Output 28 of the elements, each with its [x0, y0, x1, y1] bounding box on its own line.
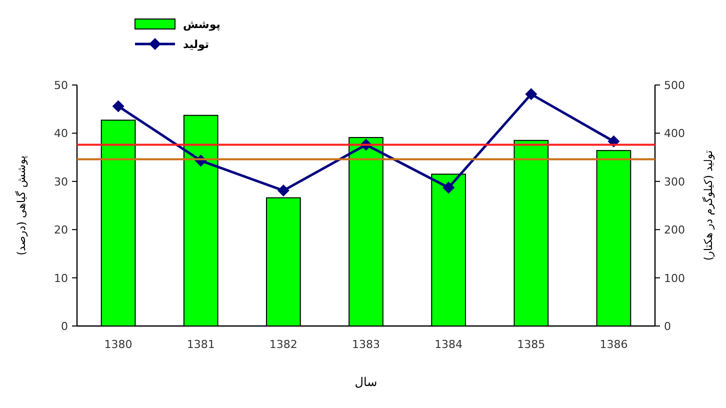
x-tick-label: 1380: [104, 338, 132, 351]
point: [442, 182, 455, 194]
y-tick-label: 50: [54, 79, 68, 92]
legend-label: تولید: [183, 38, 210, 51]
x-axis-title: سال: [354, 375, 378, 389]
y-tick-label: 10: [54, 272, 68, 285]
y2-tick-label: 0: [664, 320, 671, 333]
x-tick-label: 1383: [352, 338, 380, 351]
legend-label: پوشش: [183, 18, 220, 31]
y2-tick-label: 100: [664, 272, 685, 285]
point: [112, 100, 124, 112]
x-tick-label: 1386: [600, 338, 628, 351]
y-tick-label: 0: [61, 320, 68, 333]
x-tick-label: 1384: [434, 338, 463, 351]
y-axis-title: پوشش گیاهی (درصد): [15, 156, 28, 256]
x-tick-label: 1381: [186, 338, 215, 351]
point: [277, 184, 290, 197]
y-tick-label: 30: [54, 175, 68, 188]
y2-tick-label: 300: [664, 175, 685, 188]
y2-tick-label: 500: [664, 79, 685, 92]
y2-tick-label: 400: [664, 127, 685, 140]
y2-axis-title: تولید (کیلوگرم در هکتار): [702, 150, 715, 261]
x-tick-label: 1385: [517, 338, 546, 351]
y-tick-label: 40: [54, 127, 68, 140]
y2-tick-label: 200: [664, 224, 685, 237]
point: [525, 88, 538, 100]
x-tick-label: 1382: [269, 338, 298, 351]
y-tick-label: 20: [54, 224, 68, 237]
